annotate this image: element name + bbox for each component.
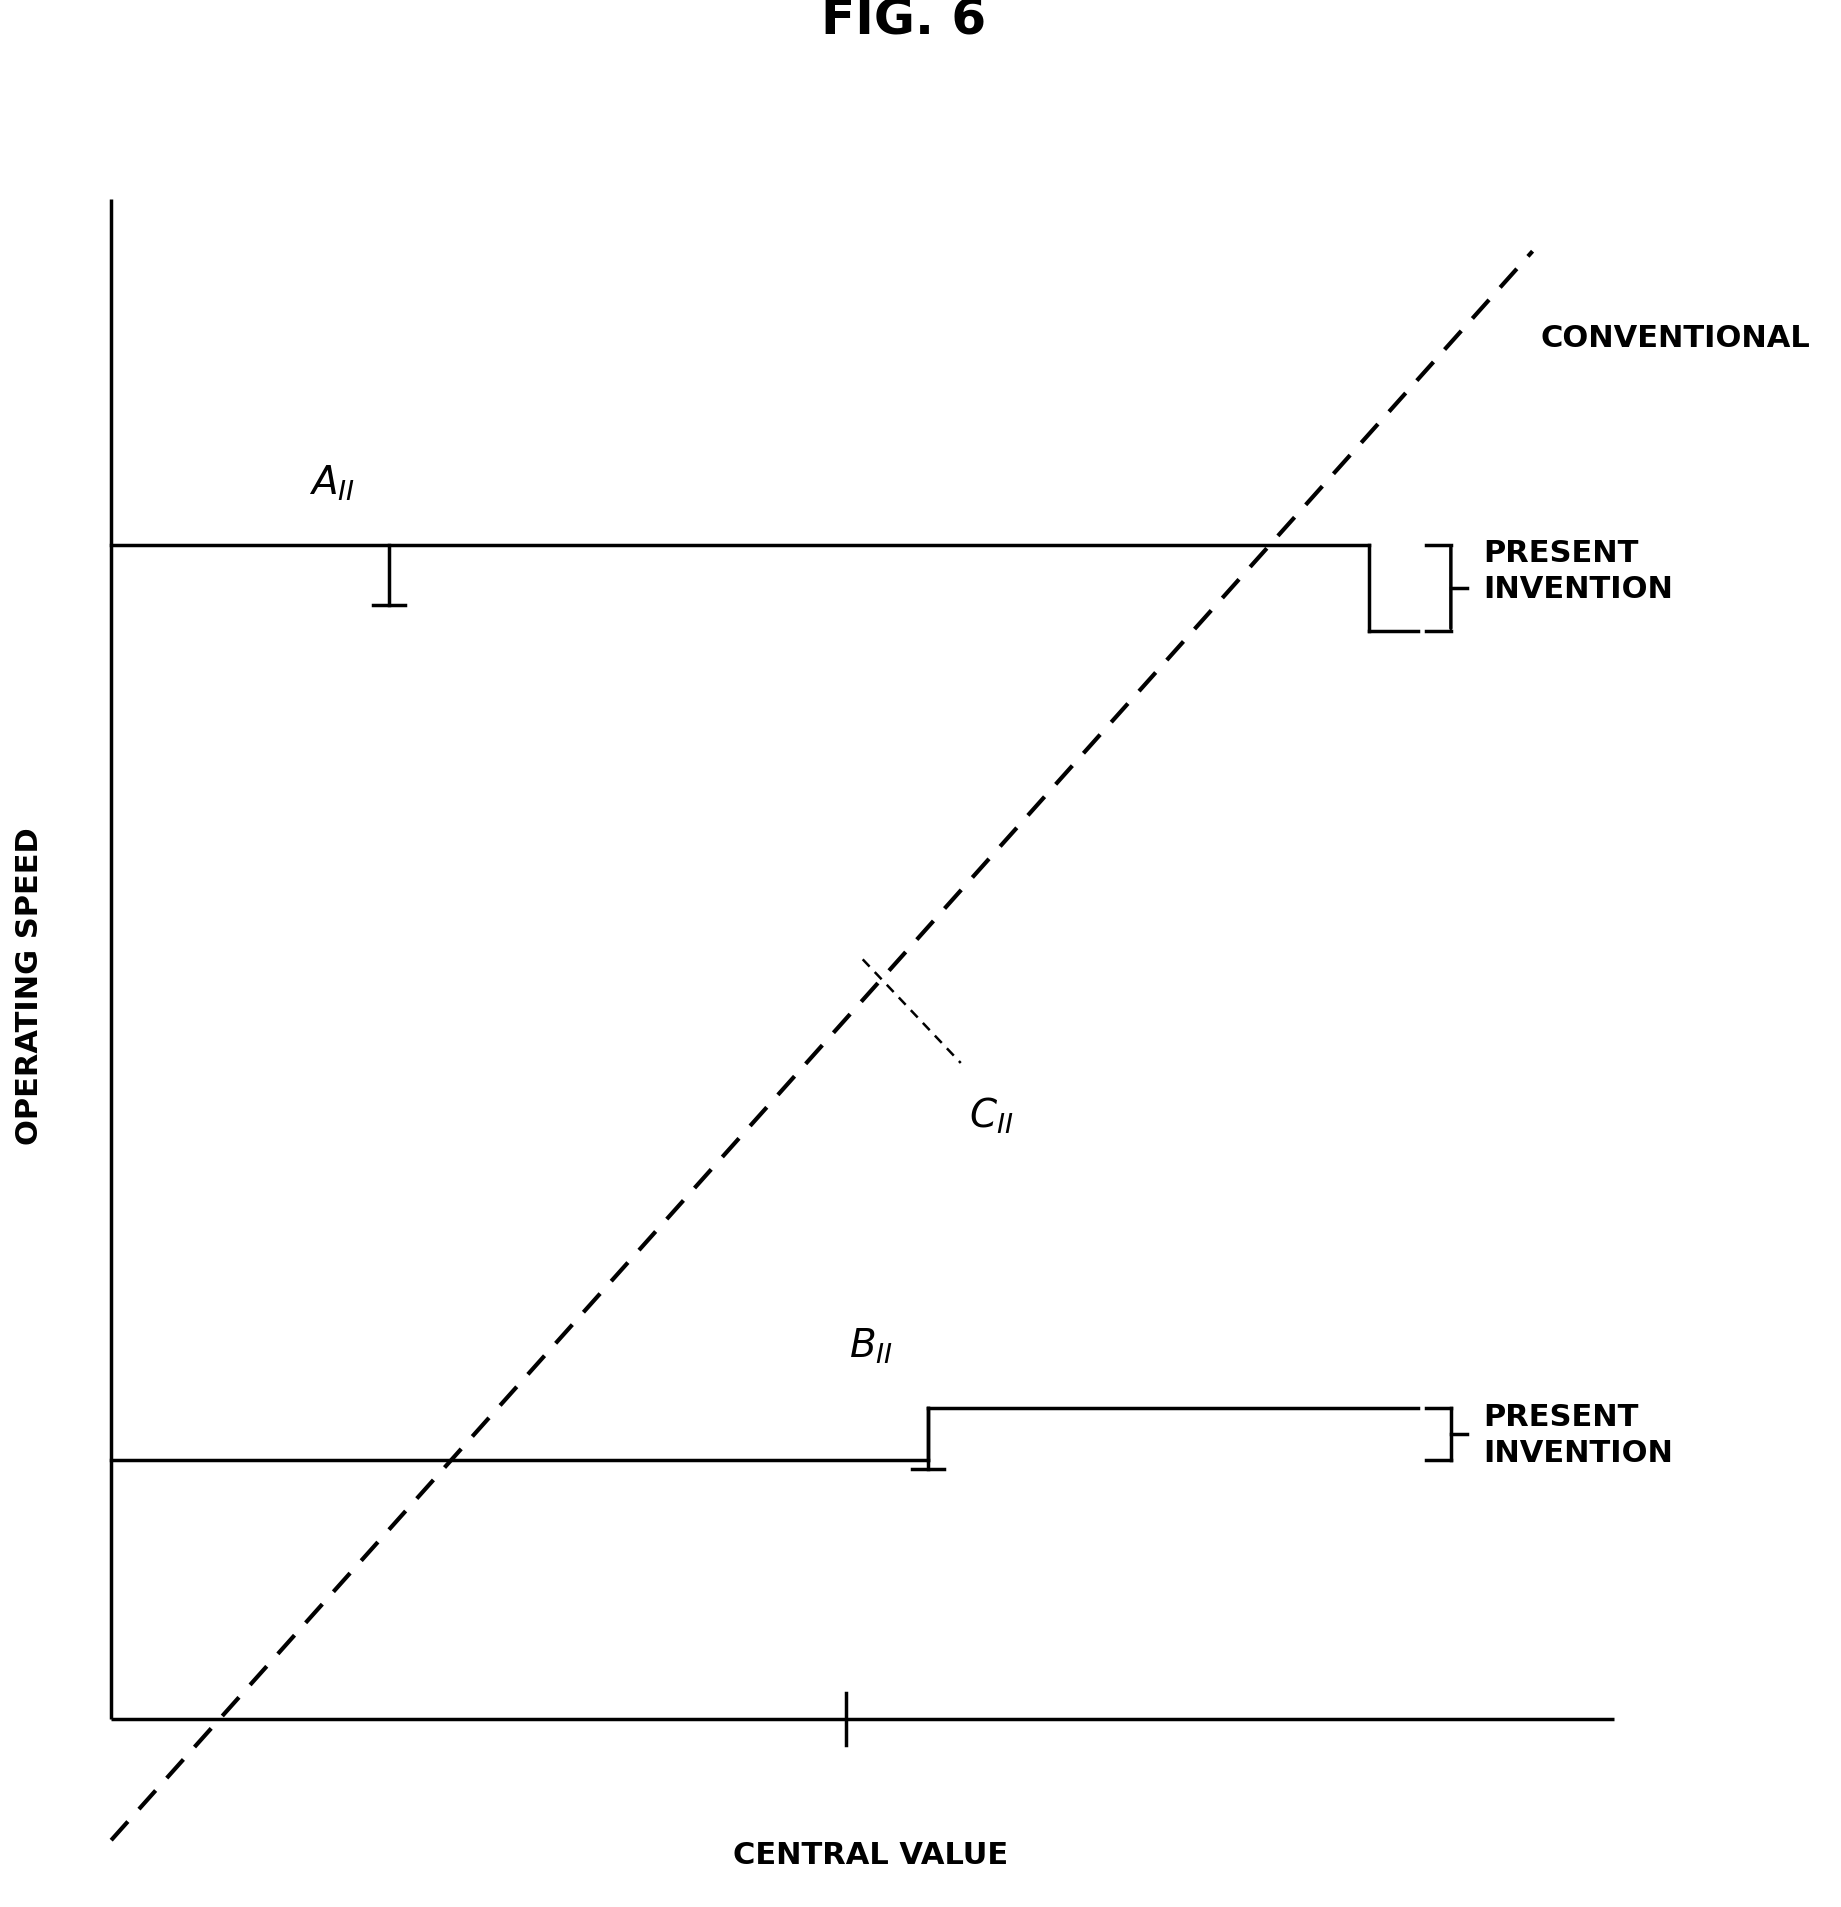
Text: $C_{II}$: $C_{II}$ [968,1095,1013,1135]
Text: PRESENT
INVENTION: PRESENT INVENTION [1484,540,1673,605]
Text: OPERATING SPEED: OPERATING SPEED [15,828,44,1144]
Text: PRESENT
INVENTION: PRESENT INVENTION [1484,1402,1673,1466]
Text: CONVENTIONAL: CONVENTIONAL [1541,324,1810,353]
Text: FIG. 6: FIG. 6 [821,0,987,46]
Text: $A_{II}$: $A_{II}$ [309,463,355,502]
Text: CENTRAL VALUE: CENTRAL VALUE [733,1840,1009,1869]
Text: $B_{II}$: $B_{II}$ [849,1325,893,1365]
